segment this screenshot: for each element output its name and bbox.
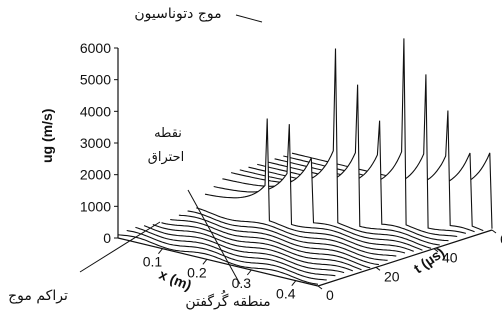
series-trace	[161, 222, 362, 271]
trace-occluder	[213, 124, 414, 256]
trace-occluder	[178, 215, 379, 267]
pointer-wave-compression	[79, 221, 161, 273]
axes-group: 0 1000 2000 3000 4000 5000 6000 0.1 0.2 0.3 0.4 0 20…	[80, 40, 502, 303]
x-tick-label: 0.2	[187, 264, 207, 280]
x-tick-mark	[291, 280, 297, 286]
trace-group	[117, 38, 493, 286]
annotation-flame-zone: منطقه گُرگفتن	[185, 291, 270, 310]
series-trace	[135, 226, 336, 277]
series-trace	[170, 218, 371, 269]
t-axis-line	[317, 229, 493, 287]
t-tick-mark	[375, 266, 381, 271]
series-trace	[230, 48, 432, 249]
series-trace	[213, 124, 414, 252]
y-tick-label: 3000	[80, 135, 111, 151]
series-trace	[126, 229, 327, 281]
trace-occluder	[187, 210, 388, 264]
y-tick-label: 6000	[80, 40, 111, 56]
series-trace	[117, 234, 319, 285]
series-trace	[152, 223, 354, 272]
y-tick-label: 5000	[80, 72, 111, 88]
series-trace	[178, 214, 379, 266]
y-tick-label: 1000	[80, 198, 111, 214]
pointer-detonation-wave	[235, 14, 263, 23]
series-trace	[196, 207, 397, 257]
series-trace	[222, 157, 423, 251]
trace-occluder	[144, 225, 345, 278]
trace-occluder	[126, 230, 327, 284]
x-tick-mark	[202, 259, 208, 265]
t-tick-label: 60	[500, 231, 502, 247]
x-tick-mark	[158, 248, 163, 254]
trace-occluder	[118, 234, 318, 286]
pointer-flame-zone	[187, 189, 241, 285]
x-tick-mark	[246, 269, 252, 276]
trace-occluder	[196, 207, 397, 261]
x-tick-label: 0.3	[232, 275, 252, 291]
y-tick-label: 4000	[80, 103, 111, 119]
annotation-ignition-point-line2: احتراق	[148, 150, 184, 165]
annotation-ignition-point-line1: نقطه	[154, 126, 182, 141]
t-tick-label: 20	[384, 268, 400, 284]
trace-occluder	[135, 227, 336, 281]
trace-occluder	[170, 219, 371, 270]
series-trace	[204, 118, 406, 254]
trace-occluder	[161, 222, 362, 272]
x-tick-label: 0.1	[143, 254, 163, 270]
series-trace	[239, 84, 440, 246]
series-trace	[187, 210, 388, 261]
y-tick-label: 0	[103, 230, 111, 246]
annotation-wave-compression: تراکم موج	[8, 288, 68, 304]
x-tick-label: 0.4	[276, 286, 296, 302]
t-tick-label: 0	[326, 287, 334, 303]
series-trace	[143, 225, 345, 274]
t-tick-label: 40	[442, 250, 458, 266]
x-axis-line	[117, 237, 319, 287]
t-tick-mark	[491, 229, 497, 234]
annotation-detonation-wave: موج دتوناسیون	[134, 6, 221, 22]
t-tick-mark	[317, 285, 323, 290]
trace-occluder	[152, 224, 353, 275]
t-tick-mark	[433, 248, 439, 253]
y-axis-title: ug (m/s)	[39, 109, 55, 163]
y-tick-label: 2000	[80, 167, 111, 183]
